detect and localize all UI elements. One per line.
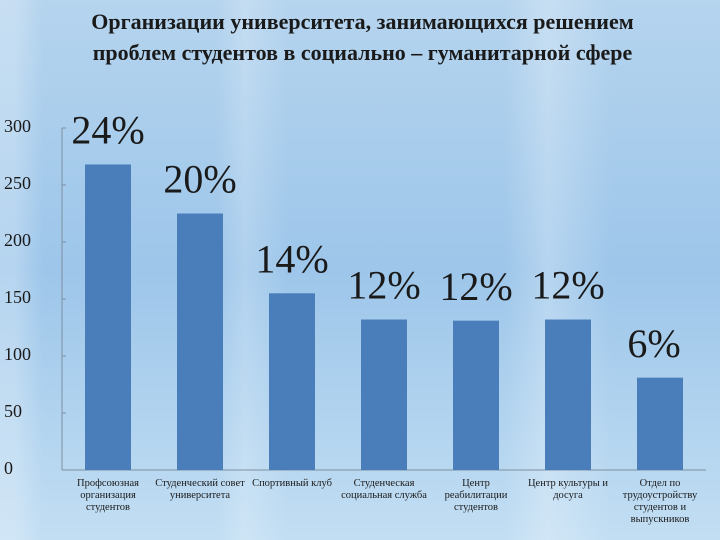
- data-label: 12%: [531, 263, 604, 308]
- bar: [269, 293, 315, 470]
- data-label: 6%: [627, 321, 680, 366]
- y-tick-label: 50: [4, 401, 22, 421]
- y-tick-label: 300: [4, 116, 31, 136]
- data-label: 14%: [255, 236, 328, 281]
- bar: [637, 377, 683, 470]
- bar: [453, 320, 499, 470]
- x-tick-label: Профсоюзная организация студентов: [77, 478, 139, 513]
- bar: [177, 213, 223, 470]
- data-label: 12%: [439, 264, 512, 309]
- x-tick-label: Студенческий совет университета: [155, 478, 245, 501]
- data-label: 12%: [347, 263, 420, 308]
- y-tick-label: 200: [4, 230, 31, 250]
- bar: [545, 319, 591, 470]
- y-tick-label: 150: [4, 287, 31, 307]
- y-tick-label: 250: [4, 173, 31, 193]
- x-tick-label: Отдел по трудоустройству студентов и вып…: [622, 478, 698, 525]
- y-tick-label: 0: [4, 458, 13, 478]
- bar: [85, 164, 131, 471]
- data-label: 20%: [163, 157, 236, 202]
- x-tick-label: Студенческая социальная служба: [341, 478, 427, 501]
- y-tick-label: 100: [4, 344, 31, 364]
- x-tick-label: Центр реабилитации студентов: [444, 478, 508, 513]
- data-label: 24%: [71, 108, 144, 153]
- x-tick-label: Центр культуры и досуга: [527, 478, 609, 501]
- chart-title: Организации университета, занимающихся р…: [91, 9, 634, 65]
- bar: [361, 319, 407, 470]
- x-tick-label: Спортивный клуб: [252, 478, 332, 489]
